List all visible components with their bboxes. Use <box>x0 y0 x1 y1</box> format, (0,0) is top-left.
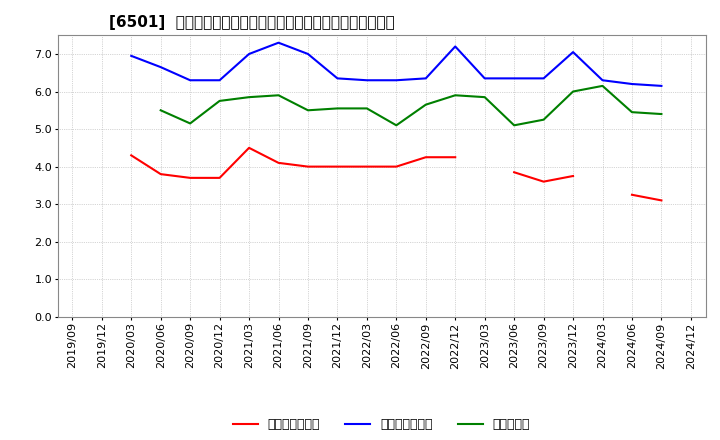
売上債権回転率 <box>156 172 165 177</box>
売上債権回転率 <box>127 153 135 158</box>
Line: 売上債権回転率: 売上債権回転率 <box>131 148 455 178</box>
売上債権回転率 <box>274 160 283 165</box>
売上債権回転率 <box>304 164 312 169</box>
Text: [6501]  売上債権回転率、買入債務回転率、在庫回転率の推移: [6501] 売上債権回転率、買入債務回転率、在庫回転率の推移 <box>109 15 395 30</box>
売上債権回転率 <box>215 175 224 180</box>
売上債権回転率 <box>392 164 400 169</box>
売上債権回転率 <box>451 154 459 160</box>
売上債権回転率 <box>186 175 194 180</box>
売上債権回転率 <box>333 164 342 169</box>
売上債権回転率 <box>421 154 430 160</box>
売上債権回転率 <box>245 145 253 150</box>
売上債権回転率 <box>363 164 372 169</box>
Legend: 売上債権回転率, 買入債務回転率, 在庫回転率: 売上債権回転率, 買入債務回転率, 在庫回転率 <box>228 413 536 436</box>
